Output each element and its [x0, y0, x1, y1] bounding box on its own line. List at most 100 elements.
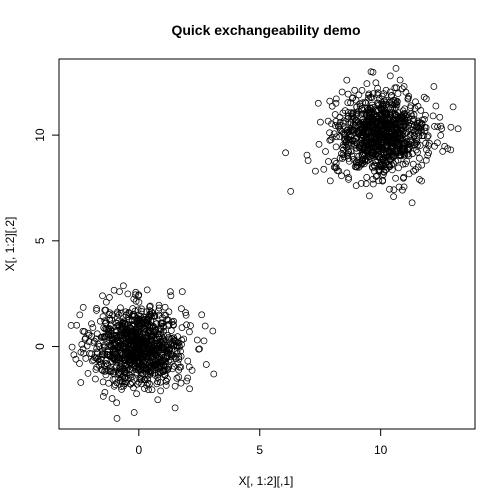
data-point-cluster-origin: [104, 361, 111, 369]
data-point-cluster-ten: [344, 99, 352, 106]
data-point-cluster-ten: [400, 83, 408, 90]
data-point-cluster-ten: [404, 150, 412, 158]
data-point-cluster-origin: [143, 358, 151, 366]
data-point-cluster-ten: [418, 177, 425, 185]
data-point-cluster-origin: [167, 350, 175, 358]
data-point-cluster-ten: [414, 163, 422, 171]
data-point-cluster-ten: [391, 118, 398, 126]
data-point-cluster-origin: [183, 321, 190, 329]
data-point-cluster-ten: [392, 174, 399, 182]
data-point-cluster-origin: [115, 321, 123, 329]
data-point-cluster-ten: [349, 137, 356, 145]
data-point-cluster-origin: [129, 379, 136, 386]
data-point-cluster-origin: [188, 367, 196, 374]
data-point-cluster-ten: [422, 139, 430, 147]
data-point-cluster-ten: [343, 169, 351, 177]
data-point-cluster-ten: [401, 105, 409, 113]
x-tick-label: 10: [374, 443, 388, 457]
data-point-cluster-origin: [183, 377, 191, 385]
data-point-cluster-origin: [157, 387, 164, 395]
data-point-cluster-origin: [141, 385, 148, 392]
data-point-cluster-ten: [386, 88, 394, 96]
data-point-cluster-ten: [371, 134, 379, 142]
data-point-cluster-origin: [117, 343, 124, 351]
data-point-cluster-ten: [429, 112, 437, 120]
data-point-cluster-origin: [117, 309, 125, 317]
data-point-cluster-origin: [81, 335, 89, 343]
data-point-cluster-ten: [405, 170, 413, 178]
data-point-cluster-origin: [134, 345, 141, 353]
data-point-cluster-ten: [369, 175, 377, 183]
data-point-cluster-ten: [399, 160, 407, 168]
data-point-cluster-origin: [150, 360, 158, 368]
data-point-cluster-ten: [396, 152, 403, 159]
data-point-cluster-origin: [209, 327, 217, 335]
data-point-cluster-origin: [102, 371, 110, 379]
data-point-cluster-origin: [70, 351, 78, 359]
data-point-cluster-origin: [149, 347, 157, 354]
data-point-cluster-ten: [439, 148, 447, 155]
data-point-cluster-ten: [365, 153, 372, 161]
data-point-cluster-ten: [422, 95, 430, 103]
data-point-cluster-ten: [422, 156, 430, 164]
data-point-cluster-origin: [167, 327, 175, 334]
data-point-cluster-origin: [146, 303, 153, 311]
data-point-cluster-ten: [365, 111, 373, 119]
x-tick-label: 5: [256, 443, 263, 457]
data-point-cluster-ten: [432, 102, 440, 110]
data-point-cluster-origin: [142, 355, 150, 362]
data-point-cluster-origin: [67, 322, 75, 329]
data-point-cluster-ten: [391, 84, 399, 92]
data-point-cluster-ten: [349, 94, 356, 102]
data-point-cluster-origin: [76, 311, 84, 319]
data-point-cluster-origin: [97, 333, 105, 341]
data-point-cluster-ten: [382, 129, 389, 137]
data-point-cluster-ten: [359, 142, 367, 149]
data-point-cluster-ten: [407, 130, 414, 138]
data-point-cluster-origin: [126, 371, 134, 379]
data-point-cluster-origin: [122, 320, 129, 328]
data-point-cluster-ten: [373, 172, 381, 180]
data-point-cluster-ten: [331, 122, 339, 129]
data-point-cluster-ten: [358, 110, 365, 118]
data-point-cluster-origin: [152, 330, 160, 338]
data-point-cluster-ten: [424, 132, 432, 140]
data-point-cluster-ten: [394, 156, 402, 164]
data-point-cluster-origin: [184, 374, 192, 382]
data-point-cluster-origin: [144, 317, 152, 325]
data-point-cluster-origin: [146, 302, 154, 310]
data-point-cluster-origin: [127, 380, 134, 388]
data-point-cluster-ten: [399, 146, 406, 154]
data-point-cluster-origin: [93, 348, 101, 356]
data-point-cluster-origin: [145, 364, 153, 372]
data-point-cluster-ten: [402, 160, 409, 168]
data-point-cluster-ten: [347, 113, 355, 120]
data-point-cluster-origin: [175, 366, 183, 374]
data-point-cluster-origin: [130, 311, 137, 318]
data-point-cluster-ten: [345, 174, 352, 181]
data-point-cluster-origin: [145, 314, 152, 322]
data-point-cluster-origin: [117, 347, 124, 355]
data-point-cluster-origin: [90, 339, 98, 347]
data-point-cluster-ten: [325, 158, 332, 165]
data-point-cluster-origin: [148, 312, 156, 320]
data-point-cluster-origin: [162, 377, 170, 385]
data-point-cluster-origin: [132, 297, 140, 305]
data-point-cluster-ten: [312, 167, 319, 175]
data-point-cluster-origin: [139, 334, 146, 342]
data-point-cluster-ten: [400, 174, 407, 182]
data-point-cluster-ten: [379, 117, 387, 125]
data-point-cluster-ten: [374, 84, 381, 92]
data-point-cluster-ten: [394, 90, 402, 97]
data-point-cluster-ten: [412, 139, 420, 147]
data-point-cluster-ten: [348, 140, 356, 148]
data-point-cluster-ten: [437, 132, 445, 139]
data-point-cluster-ten: [421, 127, 429, 135]
data-point-cluster-origin: [88, 320, 95, 328]
data-point-cluster-origin: [102, 306, 110, 314]
data-point-cluster-ten: [360, 160, 368, 168]
data-point-cluster-ten: [377, 138, 385, 146]
data-point-cluster-origin: [88, 357, 96, 365]
data-point-cluster-ten: [414, 148, 421, 156]
data-point-cluster-origin: [158, 319, 166, 327]
